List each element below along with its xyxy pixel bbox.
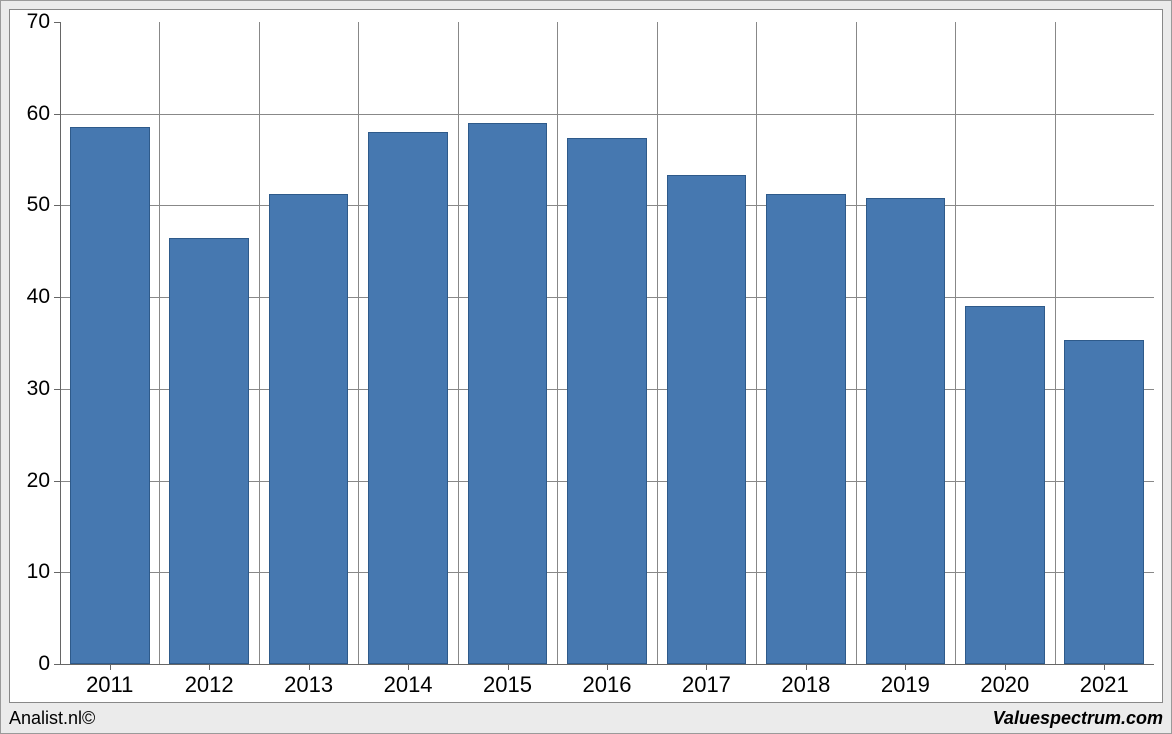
bar — [169, 238, 249, 664]
footer-left-credit: Analist.nl© — [9, 708, 95, 729]
x-tick-mark — [110, 664, 111, 670]
y-axis-tick-label: 60 — [10, 102, 50, 126]
y-axis-tick-label: 50 — [10, 193, 50, 217]
gridline-vertical — [259, 22, 260, 664]
x-tick-mark — [1104, 664, 1105, 670]
y-tick-mark — [54, 664, 60, 665]
gridline-vertical — [358, 22, 359, 664]
gridline-vertical — [1055, 22, 1056, 664]
x-tick-mark — [706, 664, 707, 670]
gridline-vertical — [458, 22, 459, 664]
bar — [368, 132, 448, 664]
y-tick-mark — [54, 481, 60, 482]
bar — [866, 198, 946, 664]
bar — [468, 123, 548, 664]
y-axis-tick-label: 20 — [10, 469, 50, 493]
y-tick-mark — [54, 297, 60, 298]
y-axis-tick-label: 0 — [10, 652, 50, 676]
y-tick-mark — [54, 114, 60, 115]
gridline-vertical — [657, 22, 658, 664]
x-tick-mark — [607, 664, 608, 670]
y-axis-tick-label: 10 — [10, 560, 50, 584]
bar — [766, 194, 846, 664]
x-axis-tick-label: 2012 — [185, 672, 234, 698]
y-tick-mark — [54, 389, 60, 390]
x-tick-mark — [309, 664, 310, 670]
gridline-horizontal — [60, 114, 1154, 115]
y-axis-tick-label: 40 — [10, 285, 50, 309]
x-tick-mark — [209, 664, 210, 670]
y-axis-tick-label: 70 — [10, 10, 50, 34]
footer-right-credit: Valuespectrum.com — [993, 708, 1163, 729]
y-axis-tick-label: 30 — [10, 377, 50, 401]
gridline-vertical — [955, 22, 956, 664]
x-axis-tick-label: 2016 — [583, 672, 632, 698]
x-axis-tick-label: 2018 — [781, 672, 830, 698]
x-axis-tick-label: 2011 — [86, 672, 133, 698]
x-axis-tick-label: 2017 — [682, 672, 731, 698]
footer: Analist.nl© Valuespectrum.com — [9, 707, 1163, 729]
bar — [667, 175, 747, 664]
x-axis-tick-label: 2013 — [284, 672, 333, 698]
x-axis-tick-label: 2021 — [1080, 672, 1129, 698]
x-axis-tick-label: 2014 — [384, 672, 433, 698]
y-tick-mark — [54, 572, 60, 573]
bar — [70, 127, 150, 664]
gridline-vertical — [557, 22, 558, 664]
gridline-vertical — [159, 22, 160, 664]
x-axis-tick-label: 2019 — [881, 672, 930, 698]
y-tick-mark — [54, 22, 60, 23]
x-axis-tick-label: 2020 — [980, 672, 1029, 698]
gridline-vertical — [856, 22, 857, 664]
bar — [965, 306, 1045, 664]
y-axis-line — [60, 22, 61, 664]
bar — [567, 138, 647, 664]
chart-outer: 0 10 20 30 40 50 60 70 2011 2012 2013 2014 2015 2016 2… — [0, 0, 1172, 734]
x-tick-mark — [905, 664, 906, 670]
x-tick-mark — [806, 664, 807, 670]
bar — [1064, 340, 1144, 664]
x-tick-mark — [408, 664, 409, 670]
gridline-vertical — [756, 22, 757, 664]
bar — [269, 194, 349, 664]
x-tick-mark — [508, 664, 509, 670]
plot-area — [60, 22, 1154, 664]
chart-frame: 0 10 20 30 40 50 60 70 2011 2012 2013 2014 2015 2016 2… — [9, 9, 1163, 703]
x-axis-tick-label: 2015 — [483, 672, 532, 698]
x-tick-mark — [1005, 664, 1006, 670]
y-tick-mark — [54, 205, 60, 206]
